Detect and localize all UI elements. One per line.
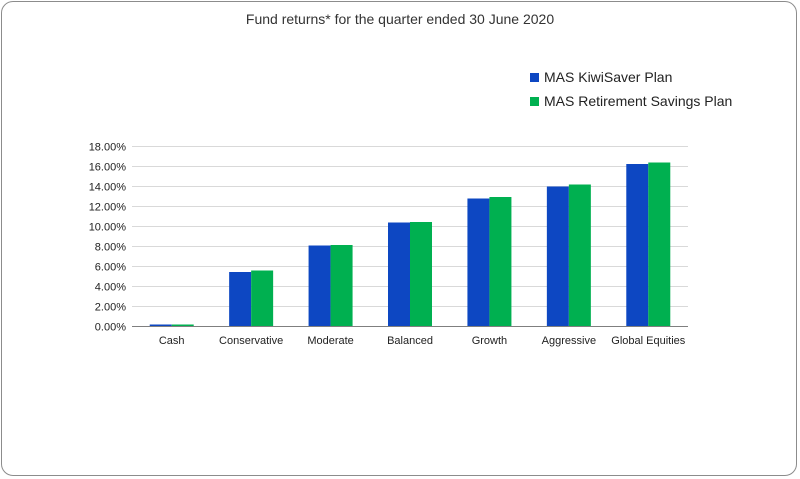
legend-swatch-retirement	[530, 97, 539, 106]
legend-label-retirement: MAS Retirement Savings Plan	[544, 93, 732, 109]
bar-retirement-cash	[171, 324, 194, 326]
bar-retirement-moderate	[330, 245, 353, 326]
bar-retirement-conservative	[251, 270, 274, 326]
chart-title: Fund returns* for the quarter ended 30 J…	[246, 11, 554, 27]
category-label: Balanced	[387, 335, 433, 347]
y-tick-label: 2.00%	[95, 302, 126, 314]
y-tick-label: 0.00%	[95, 322, 126, 334]
category-label: Cash	[159, 335, 185, 347]
bar-kiwisaver-conservative	[229, 272, 252, 326]
category-label: Aggressive	[542, 335, 596, 347]
legend-swatch-kiwisaver	[530, 73, 539, 82]
category-label: Global Equities	[611, 335, 685, 347]
bar-retirement-aggressive	[568, 184, 591, 326]
y-tick-label: 4.00%	[95, 282, 126, 294]
y-tick-label: 10.00%	[89, 222, 127, 234]
category-label: Conservative	[219, 335, 283, 347]
x-axis-categories: Cash Conservative Moderate Balanced Growth Ag…	[159, 335, 686, 347]
bar-retirement-balanced	[410, 222, 432, 326]
category-label: Growth	[472, 335, 507, 347]
bar-retirement-global-equities	[648, 162, 671, 326]
y-axis-ticks: 0.00% 2.00% 4.00% 6.00% 8.00% 10.00% 12.00% 14.…	[89, 142, 127, 334]
y-tick-label: 14.00%	[89, 182, 127, 194]
bar-kiwisaver-growth	[467, 198, 490, 326]
y-tick-label: 16.00%	[89, 162, 127, 174]
y-tick-label: 8.00%	[95, 242, 126, 254]
bar-kiwisaver-moderate	[308, 245, 331, 326]
y-tick-label: 6.00%	[95, 262, 126, 274]
y-tick-label: 18.00%	[89, 142, 127, 154]
bars	[149, 162, 671, 326]
bar-kiwisaver-aggressive	[546, 186, 569, 326]
bar-kiwisaver-global-equities	[626, 164, 649, 326]
category-label: Moderate	[307, 335, 353, 347]
bar-retirement-growth	[489, 197, 512, 326]
legend-label-kiwisaver: MAS KiwiSaver Plan	[544, 69, 672, 85]
bar-kiwisaver-cash	[149, 324, 172, 326]
gridlines	[132, 146, 688, 307]
chart-legend: MAS KiwiSaver Plan MAS Retirement Saving…	[530, 69, 732, 109]
y-tick-label: 12.00%	[89, 202, 127, 214]
bar-kiwisaver-balanced	[388, 222, 410, 326]
